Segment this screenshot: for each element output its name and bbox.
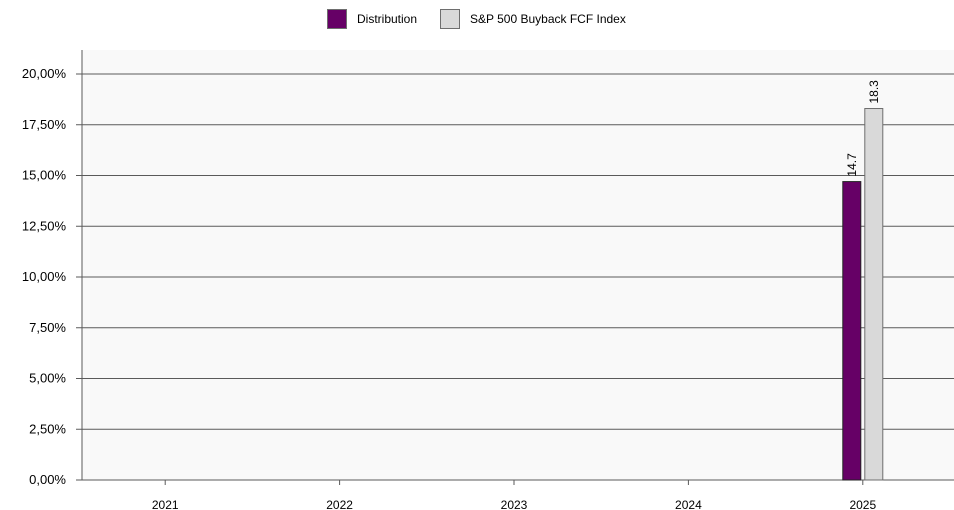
x-tick-label: 2023 [501,498,528,510]
data-label: 14.7 [845,153,859,177]
y-tick-label: 20,00% [22,66,67,81]
bar-index-2025 [864,108,884,481]
legend-label-index: S&P 500 Buyback FCF Index [470,12,626,26]
legend: Distribution S&P 500 Buyback FCF Index [0,8,954,30]
legend-label-distribution: Distribution [357,12,418,26]
x-tick-label: 2022 [326,498,353,510]
bar-distribution-2025 [842,181,862,481]
legend-item-distribution: Distribution [327,8,417,30]
y-tick-label: 12,50% [22,218,67,233]
plot-area [82,50,954,480]
y-tick-label: 5,00% [29,371,66,386]
y-tick-label: 2,50% [29,421,66,436]
data-label: 18.3 [867,80,881,104]
x-tick-label: 2021 [152,498,179,510]
legend-item-index: S&P 500 Buyback FCF Index [440,8,626,30]
y-tick-label: 0,00% [29,472,66,487]
x-tick-label: 2025 [849,498,876,510]
y-tick-label: 15,00% [22,168,67,183]
y-tick-label: 7,50% [29,320,66,335]
legend-swatch-index [440,9,460,29]
x-tick-label: 2024 [675,498,702,510]
y-tick-label: 17,50% [22,117,67,132]
legend-swatch-distribution [327,9,347,29]
y-tick-label: 10,00% [22,269,67,284]
